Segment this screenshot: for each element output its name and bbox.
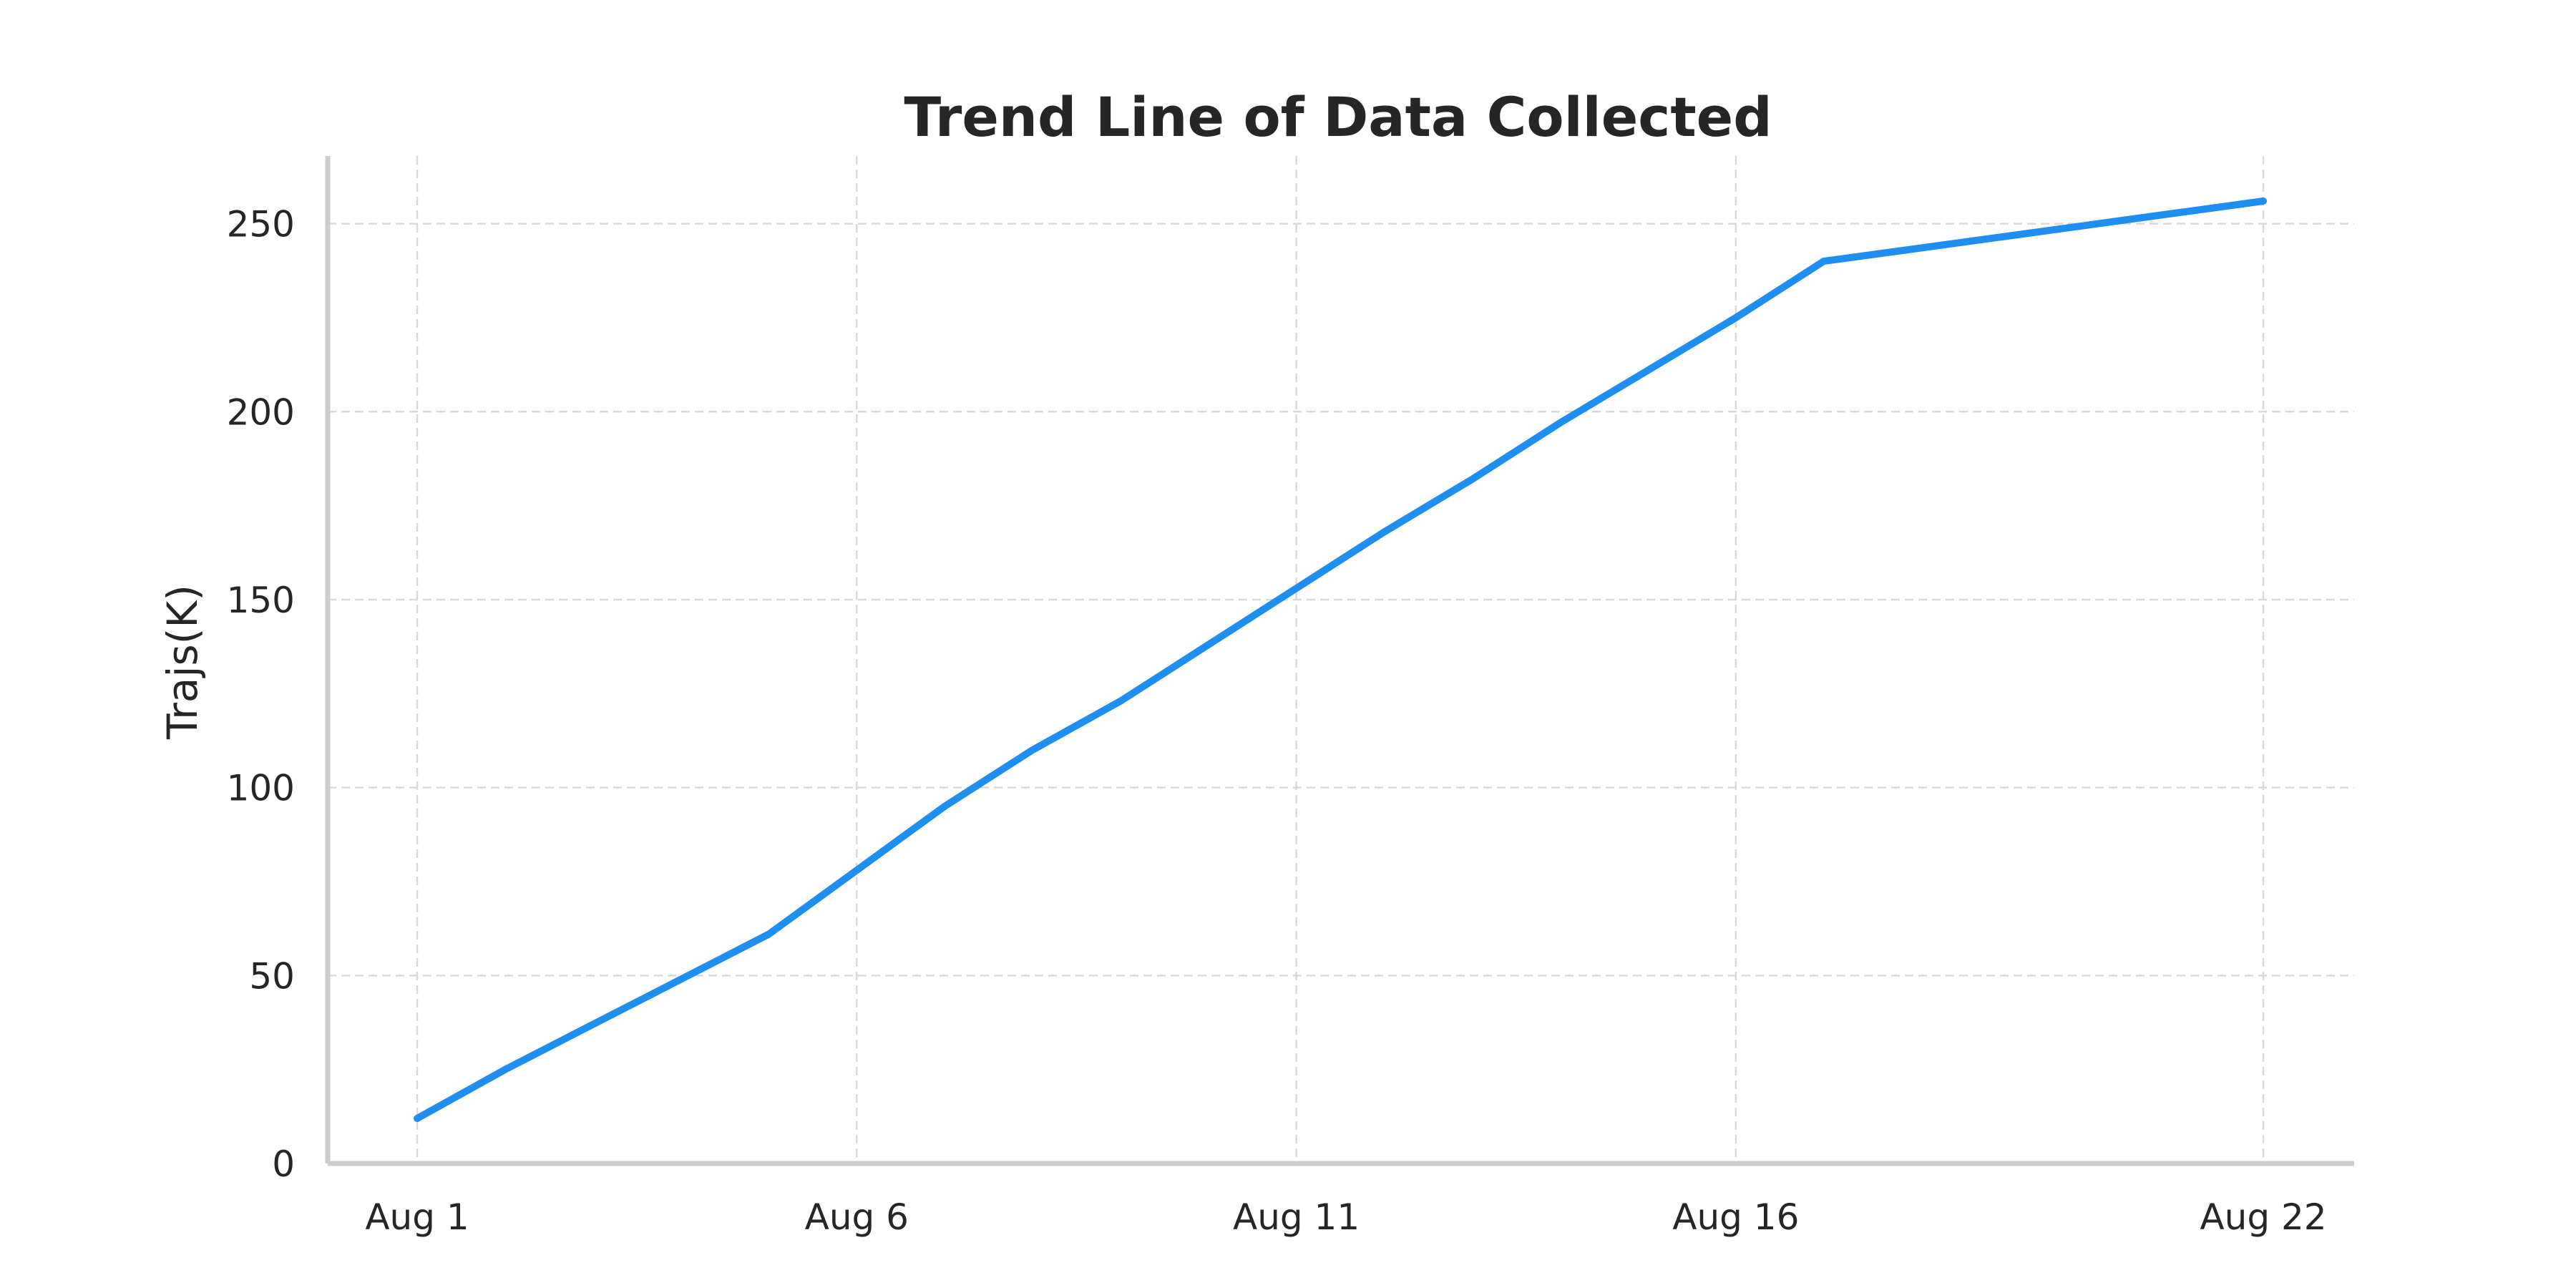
y-tick-label: 250 [227,204,295,245]
axes [325,156,2354,1166]
x-tick-label: Aug 11 [1233,1196,1360,1238]
y-tick-label: 100 [227,768,295,809]
series [414,197,2267,1122]
y-axis-label: Trajs(K) [158,585,207,740]
x-tick-label: Aug 16 [1672,1196,1799,1238]
tick-labels: 0 50 100 150 200 250 Aug 1 Aug 6 Aug 11 Aug 16 Aug… [227,204,2327,1238]
chart-title: Trend Line of Data Collected [904,85,1772,149]
series-line-0 [414,197,2267,1122]
y-tick-label: 200 [227,391,295,433]
y-tick-label: 150 [227,580,295,621]
x-tick-label: Aug 1 [365,1196,469,1238]
y-tick-label: 50 [249,955,295,997]
x-tick-label: Aug 6 [805,1196,909,1238]
grid-lines [328,156,2354,1163]
x-tick-label: Aug 22 [2200,1196,2326,1238]
y-tick-label: 0 [272,1143,295,1185]
